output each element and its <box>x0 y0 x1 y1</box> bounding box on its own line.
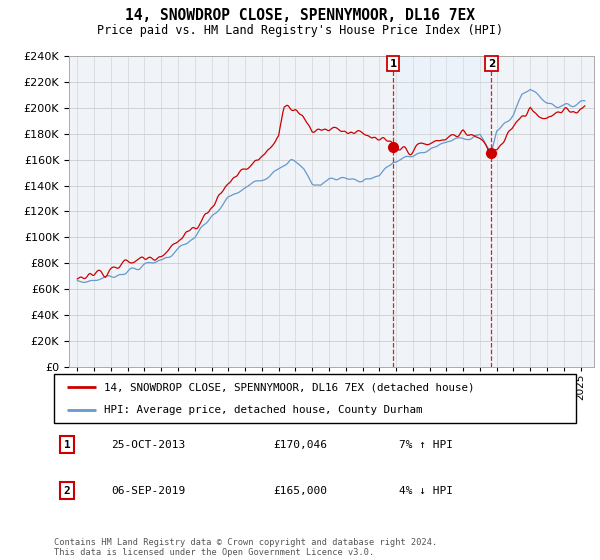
Text: 14, SNOWDROP CLOSE, SPENNYMOOR, DL16 7EX (detached house): 14, SNOWDROP CLOSE, SPENNYMOOR, DL16 7EX… <box>104 382 474 393</box>
Text: 1: 1 <box>389 59 397 68</box>
Text: Contains HM Land Registry data © Crown copyright and database right 2024.
This d: Contains HM Land Registry data © Crown c… <box>54 538 437 557</box>
Text: 4% ↓ HPI: 4% ↓ HPI <box>398 486 452 496</box>
Text: HPI: Average price, detached house, County Durham: HPI: Average price, detached house, Coun… <box>104 405 422 416</box>
Text: Price paid vs. HM Land Registry's House Price Index (HPI): Price paid vs. HM Land Registry's House … <box>97 24 503 36</box>
Text: £165,000: £165,000 <box>273 486 327 496</box>
Text: 7% ↑ HPI: 7% ↑ HPI <box>398 440 452 450</box>
Text: 1: 1 <box>64 440 70 450</box>
Text: 14, SNOWDROP CLOSE, SPENNYMOOR, DL16 7EX: 14, SNOWDROP CLOSE, SPENNYMOOR, DL16 7EX <box>125 8 475 24</box>
Text: 2: 2 <box>64 486 70 496</box>
Text: £170,046: £170,046 <box>273 440 327 450</box>
Text: 25-OCT-2013: 25-OCT-2013 <box>112 440 185 450</box>
Text: 06-SEP-2019: 06-SEP-2019 <box>112 486 185 496</box>
Text: 2: 2 <box>488 59 495 68</box>
